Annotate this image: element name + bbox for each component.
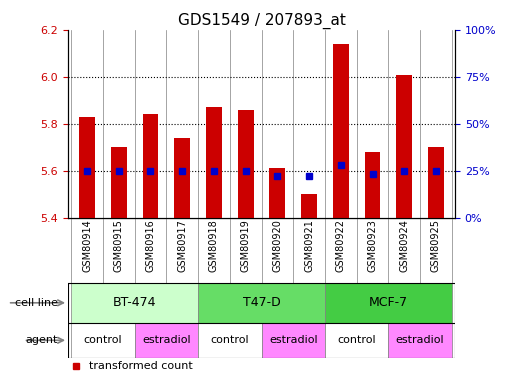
Bar (79, 117, 95, 218)
Text: GSM80919: GSM80919 (241, 219, 251, 272)
Text: BT-474: BT-474 (113, 296, 156, 309)
Text: GSM80925: GSM80925 (431, 219, 441, 273)
Text: GSM80923: GSM80923 (368, 219, 378, 272)
Bar (174, 138, 190, 218)
Bar (365, 152, 380, 217)
Text: GSM80922: GSM80922 (336, 219, 346, 273)
Bar (325, 283, 452, 322)
Text: estradiol: estradiol (396, 335, 445, 345)
Text: agent: agent (25, 335, 58, 345)
Text: estradiol: estradiol (142, 335, 191, 345)
Bar (333, 44, 349, 218)
Text: control: control (84, 335, 122, 345)
Bar (396, 75, 412, 217)
Text: GSM80918: GSM80918 (209, 219, 219, 272)
Bar (143, 114, 158, 218)
Bar (134, 322, 198, 358)
Bar (301, 194, 317, 217)
Text: GSM80921: GSM80921 (304, 219, 314, 272)
Text: control: control (210, 335, 249, 345)
Bar (71, 322, 134, 358)
Bar (389, 322, 452, 358)
Text: transformed count: transformed count (89, 361, 193, 371)
Text: GSM80920: GSM80920 (272, 219, 282, 272)
Bar (111, 147, 127, 218)
Bar (71, 283, 198, 322)
Text: T47-D: T47-D (243, 296, 280, 309)
Bar (206, 107, 222, 218)
Bar (325, 322, 389, 358)
Bar (198, 283, 325, 322)
Text: GSM80915: GSM80915 (113, 219, 124, 272)
Bar (428, 147, 444, 218)
Bar (198, 322, 262, 358)
Text: GSM80916: GSM80916 (145, 219, 155, 272)
Text: GSM80914: GSM80914 (82, 219, 92, 272)
Text: control: control (337, 335, 376, 345)
Text: estradiol: estradiol (269, 335, 317, 345)
Bar (269, 168, 285, 217)
Title: GDS1549 / 207893_at: GDS1549 / 207893_at (178, 12, 345, 28)
Text: cell line: cell line (15, 298, 58, 308)
Bar (238, 110, 254, 218)
Text: GSM80924: GSM80924 (399, 219, 410, 272)
Text: GSM80917: GSM80917 (177, 219, 187, 272)
Bar (262, 322, 325, 358)
Text: MCF-7: MCF-7 (369, 296, 408, 309)
